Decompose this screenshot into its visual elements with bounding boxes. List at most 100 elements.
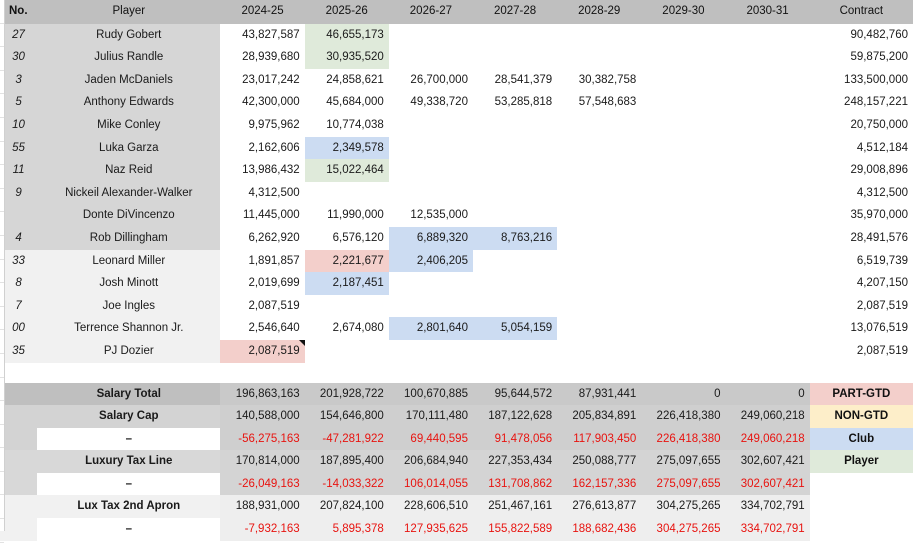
cell-salary-2024-25[interactable]: 43,827,587: [242, 28, 300, 41]
table-row[interactable]: 3 Jaden McDaniels 23,017,242 24,858,621 …: [0, 68, 913, 92]
cell-contract-total[interactable]: 4,207,150: [856, 277, 908, 290]
cell-lux-2025-26[interactable]: 187,895,400: [304, 450, 389, 473]
legend-club[interactable]: Club: [809, 427, 913, 451]
cell-salary-2026-27[interactable]: [389, 114, 473, 137]
cell-salary-2025-26[interactable]: 10,774,038: [326, 118, 384, 131]
cell-salary-2026-27[interactable]: [389, 159, 473, 182]
cell-player[interactable]: Nickeil Alexander-Walker: [37, 181, 221, 205]
cell-salary-2027-28[interactable]: [473, 295, 557, 318]
cell-salary-2028-29[interactable]: [557, 250, 641, 273]
cell-salary-2024-25[interactable]: 9,975,962: [248, 118, 300, 131]
cell-lux-2028-29[interactable]: 250,088,777: [557, 450, 642, 473]
cell-lux-2027-28[interactable]: 227,353,434: [472, 450, 558, 473]
cell-salary-2028-29[interactable]: 30,382,758: [578, 73, 637, 86]
cell-no[interactable]: 9: [0, 181, 38, 205]
column-header-2027-28[interactable]: 2027-28: [472, 0, 558, 24]
cell-salary-2026-27[interactable]: [389, 295, 473, 318]
cell-cap-2028-29[interactable]: 205,834,891: [557, 405, 642, 428]
cell-luxdiff-2028-29[interactable]: 162,157,336: [557, 472, 642, 496]
cell-apron-2026-27[interactable]: 228,606,510: [388, 495, 473, 519]
cell-player[interactable]: Naz Reid: [37, 159, 221, 182]
cell-player[interactable]: Jaden McDaniels: [37, 68, 221, 92]
cell-salary-2027-28[interactable]: 53,285,818: [494, 96, 553, 109]
row-gutter-cell[interactable]: [0, 165, 4, 189]
row-gutter-cell[interactable]: [0, 0, 4, 24]
row-gutter-cell[interactable]: [0, 448, 4, 472]
cell-player[interactable]: Luka Garza: [37, 136, 221, 160]
cell-salary-2025-26[interactable]: 11,990,000: [327, 209, 384, 222]
cell-luxdiff-2024-25[interactable]: -26,049,163: [220, 472, 305, 496]
cell-total-2027-28[interactable]: 95,644,572: [472, 382, 558, 406]
cell-salary-2030-31[interactable]: [726, 227, 810, 250]
cell-salary-2024-25[interactable]: 2,087,519: [220, 339, 305, 363]
cell-salary-2028-29[interactable]: 57,548,683: [578, 96, 637, 109]
cell-salary-2025-26[interactable]: 2,674,080: [332, 322, 384, 335]
cell-lux-2029-30[interactable]: 275,097,655: [641, 450, 726, 473]
cell-no[interactable]: 7: [0, 294, 38, 318]
summary-label[interactable]: –: [125, 432, 132, 445]
cell-cap-2024-25[interactable]: 140,588,000: [220, 405, 305, 428]
cell-no[interactable]: 11: [0, 159, 38, 182]
table-row[interactable]: 7 Joe Ingles 2,087,519 2,087,519: [0, 294, 913, 318]
table-row[interactable]: 5 Anthony Edwards 42,300,000 45,684,000 …: [0, 91, 913, 114]
cell-cap-2025-26[interactable]: 154,646,800: [304, 405, 389, 428]
cell-salary-2024-25[interactable]: 2,087,519: [248, 299, 300, 312]
cell-no[interactable]: [0, 204, 38, 227]
cell-salary-2026-27[interactable]: 26,700,000: [410, 73, 468, 86]
summary-label[interactable]: Luxury Tax Line: [37, 450, 221, 473]
cell-player[interactable]: Julius Randle: [37, 46, 221, 69]
cell-salary-2026-27[interactable]: [389, 137, 473, 160]
cell-no[interactable]: 3: [0, 68, 38, 92]
cell-salary-2029-30[interactable]: [641, 23, 725, 46]
cell-aprondiff-2025-26[interactable]: 5,895,378: [304, 518, 389, 541]
cell-salary-2029-30[interactable]: [641, 159, 725, 182]
cell-player[interactable]: Donte DiVincenzo: [37, 204, 221, 227]
table-row[interactable]: 9 Nickeil Alexander-Walker 4,312,500 4,3…: [0, 181, 913, 205]
cell-no[interactable]: 5: [0, 91, 38, 114]
cell-contract-total[interactable]: 20,750,000: [850, 118, 908, 131]
cell-player[interactable]: Terrence Shannon Jr.: [37, 317, 221, 340]
row-gutter-cell[interactable]: [0, 354, 4, 378]
row-gutter-cell[interactable]: [0, 283, 4, 307]
cell-salary-2027-28[interactable]: 5,054,159: [472, 317, 558, 340]
cell-salary-2024-25[interactable]: 2,019,699: [248, 277, 300, 290]
table-row[interactable]: Donte DiVincenzo 11,445,000 11,990,000 1…: [0, 204, 913, 227]
cell-contract-total[interactable]: 35,970,000: [850, 209, 908, 222]
column-header-contract[interactable]: Contract: [809, 0, 913, 24]
cell-salary-2024-25[interactable]: 23,017,242: [242, 73, 300, 86]
cell-salary-2025-26[interactable]: [305, 295, 389, 318]
row-gutter-cell[interactable]: [0, 378, 4, 402]
cell-capdiff-2030-31[interactable]: 249,060,218: [725, 427, 810, 451]
row-gutter-cell[interactable]: [0, 118, 4, 142]
cell-salary-2029-30[interactable]: [641, 204, 725, 227]
column-header-2026-27[interactable]: 2026-27: [388, 0, 473, 24]
cell-salary-2024-25[interactable]: 2,162,606: [248, 141, 300, 154]
cell-salary-2024-25[interactable]: 28,939,680: [242, 51, 300, 64]
table-row[interactable]: 10 Mike Conley 9,975,962 10,774,038 20,7…: [0, 113, 913, 137]
cell-salary-2027-28[interactable]: [473, 159, 557, 182]
cell-salary-2026-27[interactable]: 2,801,640: [388, 317, 473, 340]
cell-salary-2025-26[interactable]: 46,655,173: [304, 23, 389, 47]
cell-salary-2026-27[interactable]: [389, 272, 473, 295]
cell-salary-2029-30[interactable]: [641, 114, 725, 137]
cell-salary-2029-30[interactable]: [641, 340, 725, 363]
cell-salary-2026-27[interactable]: 2,406,205: [388, 249, 473, 273]
cell-salary-2029-30[interactable]: [641, 69, 725, 92]
cell-aprondiff-2029-30[interactable]: 304,275,265: [641, 518, 726, 541]
cell-capdiff-2027-28[interactable]: 91,478,056: [472, 427, 558, 451]
row-gutter-cell[interactable]: [0, 307, 4, 331]
cell-contract-total[interactable]: 13,076,519: [850, 322, 908, 335]
cell-capdiff-2026-27[interactable]: 69,440,595: [388, 427, 473, 451]
cell-capdiff-2024-25[interactable]: -56,275,163: [220, 427, 305, 451]
cell-lux-2026-27[interactable]: 206,684,940: [388, 450, 473, 473]
cell-salary-2027-28[interactable]: [473, 137, 557, 160]
cell-salary-2029-30[interactable]: [641, 272, 725, 295]
summary-row-apron-difference[interactable]: – -7,932,163 5,895,378 127,935,625 155,8…: [0, 518, 913, 541]
cell-player[interactable]: PJ Dozier: [37, 339, 221, 363]
summary-row-cap-difference[interactable]: – -56,275,163 -47,281,922 69,440,595 91,…: [0, 427, 913, 451]
legend-player[interactable]: Player: [809, 450, 913, 473]
summary-row-salary-cap[interactable]: Salary Cap 140,588,000 154,646,800 170,1…: [0, 405, 913, 428]
cell-salary-2028-29[interactable]: [557, 114, 641, 137]
summary-row-luxury-tax-line[interactable]: Luxury Tax Line 170,814,000 187,895,400 …: [0, 450, 913, 473]
table-row[interactable]: 11 Naz Reid 13,986,432 15,022,464 29,008…: [0, 159, 913, 182]
